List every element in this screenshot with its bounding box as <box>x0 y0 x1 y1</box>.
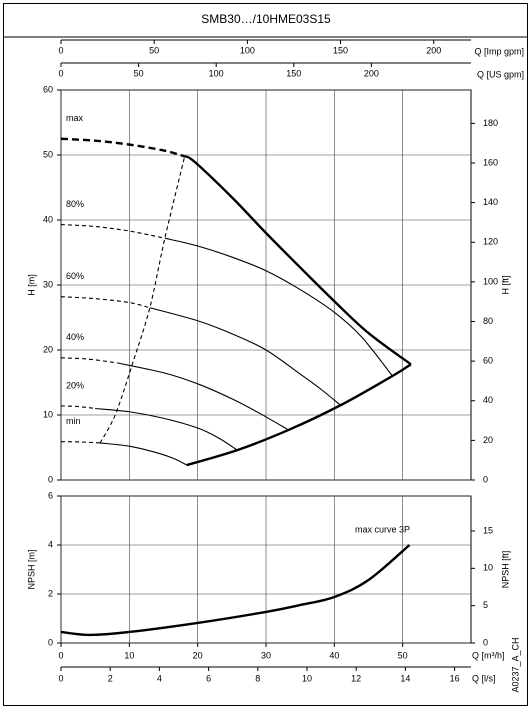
x2-tick-label: 12 <box>351 673 361 683</box>
top-tick-label: 50 <box>134 68 144 78</box>
curve <box>99 442 187 466</box>
top-tick-label: 200 <box>364 68 379 78</box>
y2-tick-label: 60 <box>483 356 493 366</box>
curve <box>99 156 186 444</box>
curve <box>60 137 186 158</box>
y-tick-label: 4 <box>48 539 53 549</box>
curve-label: min <box>66 416 81 426</box>
x2-tick-label: 0 <box>58 673 63 683</box>
y-tick-label: 30 <box>43 279 53 289</box>
y-axis-label: H [m] <box>26 274 36 296</box>
x-axis-label: Q [m³/h] <box>472 650 505 660</box>
y2-tick-label: 15 <box>483 525 493 535</box>
x-tick-label: 10 <box>124 650 134 660</box>
x2-tick-label: 2 <box>108 673 113 683</box>
y-axis-label: NPSH [m] <box>26 549 36 589</box>
x-tick-label: 50 <box>398 650 408 660</box>
curve <box>60 296 150 309</box>
curve-label: 20% <box>66 380 84 390</box>
top-tick-label: 100 <box>240 45 255 55</box>
y2-tick-label: 120 <box>483 237 498 247</box>
curve <box>184 155 412 366</box>
curve <box>60 544 411 637</box>
top-tick-label: 100 <box>209 68 224 78</box>
y2-tick-label: 20 <box>483 435 493 445</box>
y2-tick-label: 80 <box>483 316 493 326</box>
x2-tick-label: 4 <box>157 673 162 683</box>
y-tick-label: 20 <box>43 344 53 354</box>
y2-tick-label: 0 <box>483 474 488 484</box>
chart-title: SMB30…/10HME03S15 <box>201 12 331 26</box>
y2-tick-label: 160 <box>483 157 498 167</box>
y-tick-label: 50 <box>43 149 53 159</box>
y-tick-label: 40 <box>43 214 53 224</box>
y2-axis-label: H [ft] <box>500 275 510 294</box>
y2-tick-label: 40 <box>483 395 493 405</box>
curve <box>149 307 341 406</box>
top-tick-label: 150 <box>333 45 348 55</box>
y-tick-label: 60 <box>43 84 53 94</box>
y2-tick-label: 0 <box>483 637 488 647</box>
top-tick-label: 0 <box>58 68 63 78</box>
y2-tick-label: 100 <box>483 276 498 286</box>
top-axis-label: Q [US gpm] <box>477 69 524 79</box>
top-tick-label: 50 <box>149 45 159 55</box>
frame <box>3 3 528 706</box>
x-tick-label: 40 <box>329 650 339 660</box>
top-tick-label: 0 <box>58 45 63 55</box>
curve <box>60 357 118 364</box>
y2-tick-label: 5 <box>483 600 488 610</box>
top-tick-label: 200 <box>426 45 441 55</box>
y-tick-label: 6 <box>48 490 53 500</box>
x2-tick-label: 6 <box>206 673 211 683</box>
drawing-code: A0237_A_CH <box>510 637 520 692</box>
x2-tick-label: 14 <box>400 673 410 683</box>
x-tick-label: 30 <box>261 650 271 660</box>
y-tick-label: 0 <box>48 474 53 484</box>
curve <box>95 407 238 451</box>
curve-label: max <box>66 113 84 123</box>
x2-axis-label: Q [l/s] <box>472 673 496 683</box>
curve-label: 60% <box>66 271 84 281</box>
curve <box>60 405 96 410</box>
y-tick-label: 0 <box>48 637 53 647</box>
annotation: max curve 3P <box>355 524 410 534</box>
curve <box>60 224 165 239</box>
y-tick-label: 2 <box>48 588 53 598</box>
x2-tick-label: 10 <box>302 673 312 683</box>
x2-tick-label: 16 <box>450 673 460 683</box>
top-tick-label: 150 <box>286 68 301 78</box>
curve <box>186 363 412 467</box>
curve <box>117 362 289 431</box>
curve-label: 40% <box>66 332 84 342</box>
x2-tick-label: 8 <box>255 673 260 683</box>
x-tick-label: 0 <box>58 650 63 660</box>
curve <box>60 441 100 444</box>
y-tick-label: 10 <box>43 409 53 419</box>
y2-tick-label: 140 <box>483 197 498 207</box>
curve-label: 80% <box>66 199 84 209</box>
x-tick-label: 20 <box>193 650 203 660</box>
top-axis-label: Q [Imp gpm] <box>474 46 524 56</box>
curve <box>164 237 393 377</box>
y2-tick-label: 180 <box>483 118 498 128</box>
y2-tick-label: 10 <box>483 563 493 573</box>
y2-axis-label: NPSH [ft] <box>500 551 510 589</box>
